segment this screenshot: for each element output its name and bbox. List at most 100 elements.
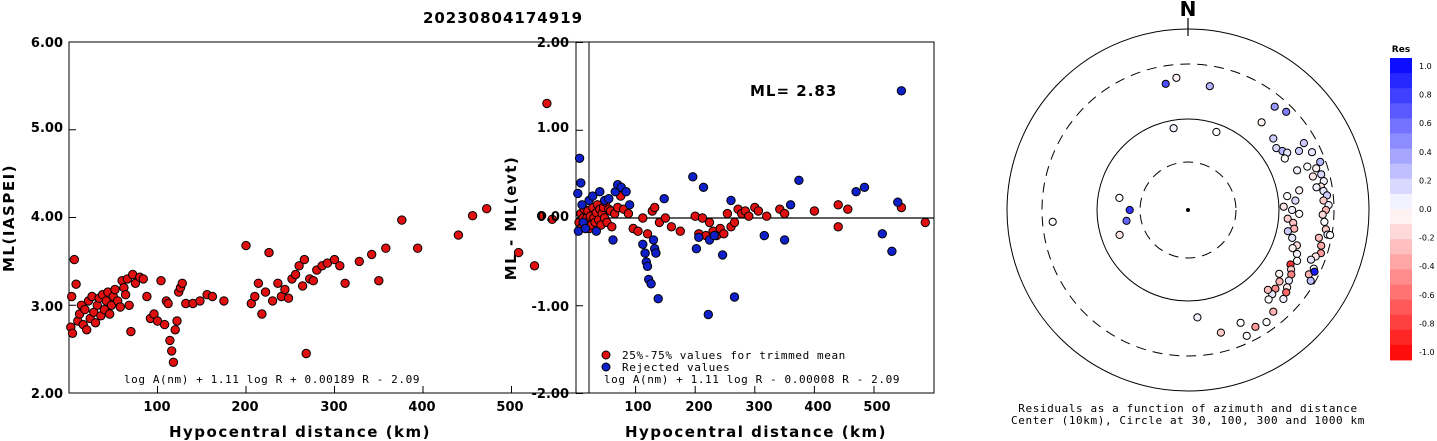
ml-yaxis-label: ML(IASPEI) — [0, 164, 18, 272]
polar-station-point — [1314, 233, 1324, 242]
colorbar-tick-label: -0.4 — [1419, 262, 1435, 271]
ml-data-point — [168, 357, 179, 367]
ml-data-point — [529, 261, 540, 271]
ml-data-point — [170, 325, 180, 335]
colorbar-cell — [1390, 299, 1412, 316]
ml-ytick-label: 5.00 — [31, 121, 63, 136]
ml-data-point — [172, 316, 182, 326]
colorbar-tick-label: -0.8 — [1419, 319, 1435, 328]
res-xtick-label: 400 — [804, 400, 831, 415]
colorbar-tick-label: 0.2 — [1419, 176, 1432, 185]
ml-data-point — [195, 296, 205, 306]
residual-point-rejected — [703, 309, 713, 320]
polar-station-point — [1295, 186, 1304, 195]
residual-point-trimmed — [607, 222, 617, 232]
residual-point-trimmed — [833, 222, 843, 232]
ml-data-point — [453, 230, 464, 240]
polar-station-point — [1312, 183, 1321, 192]
polar-station-point — [1307, 148, 1317, 157]
ml-data-point — [513, 247, 524, 258]
res-xtick-label: 200 — [685, 400, 712, 415]
polar-station-point — [1161, 79, 1170, 88]
polar-station-point — [1317, 241, 1326, 250]
residual-point-rejected — [621, 187, 631, 197]
north-label: N — [1180, 0, 1197, 21]
ml-data-point — [159, 319, 170, 330]
colorbar-cell — [1390, 193, 1412, 210]
residual-point-rejected — [691, 244, 702, 254]
ml-data-point — [367, 249, 377, 260]
polar-station-point — [1269, 134, 1278, 143]
ml-data-point — [124, 300, 134, 310]
polar-station-point — [1283, 227, 1293, 236]
ml-data-point — [542, 98, 552, 109]
ml-ytick-label: 2.00 — [31, 387, 63, 402]
ml-data-point — [260, 287, 271, 297]
ml-data-point — [467, 211, 478, 221]
residual-point-rejected — [574, 153, 585, 164]
residual-point-rejected — [851, 187, 861, 197]
polar-station-point — [1205, 82, 1214, 91]
polar-station-point — [1172, 73, 1181, 82]
ring-30km — [1139, 161, 1237, 259]
residual-point-trimmed — [675, 226, 685, 236]
residual-point-rejected — [646, 279, 656, 289]
polar-station-point — [1292, 249, 1302, 259]
residual-point-rejected — [591, 226, 601, 236]
colorbar-cell — [1390, 58, 1412, 74]
polar-station-point — [1282, 107, 1291, 116]
ml-data-point — [156, 276, 166, 286]
res-ytick-label: -1.00 — [532, 300, 569, 315]
residual-point-rejected — [877, 229, 887, 239]
ml-data-point — [165, 335, 175, 346]
residual-point-trimmed — [762, 211, 772, 221]
residual-plot-marks — [573, 42, 930, 394]
residual-point-rejected — [659, 194, 669, 204]
polar-station-point — [1312, 164, 1321, 173]
ml-data-point — [547, 214, 557, 225]
ml-data-point — [110, 284, 120, 295]
res-yaxis-label: ML - ML(evt) — [502, 156, 520, 280]
residual-point-rejected — [624, 200, 635, 210]
ml-xtick-label: 400 — [408, 400, 435, 415]
residual-point-trimmed — [704, 217, 715, 228]
ml-data-point — [138, 274, 149, 284]
polar-station-point — [1306, 276, 1315, 285]
polar-station-point — [1275, 277, 1284, 286]
polar-marks — [1048, 73, 1335, 340]
polar-station-point — [1317, 170, 1326, 179]
ml-data-point — [536, 211, 547, 221]
residual-point-rejected — [893, 197, 903, 207]
colorbar-tick-label: 0.0 — [1419, 205, 1432, 214]
ml-xtick-label: 500 — [496, 400, 523, 415]
ml-data-point — [329, 254, 340, 265]
polar-station-point — [1319, 196, 1328, 205]
residual-point-trimmed — [638, 213, 648, 223]
polar-caption-line1: Residuals as a function of azimuth and d… — [1018, 402, 1357, 415]
ml-data-point — [297, 281, 308, 291]
ml-data-point — [80, 304, 90, 315]
residual-point-rejected — [794, 175, 804, 186]
ml-data-point — [340, 278, 350, 288]
polar-station-point — [1193, 313, 1202, 322]
event-id-title: 20230804174919 — [423, 9, 583, 27]
epicenter-marker — [1186, 208, 1190, 212]
polar-station-point — [1263, 285, 1273, 294]
legend-marker-rejected — [601, 362, 611, 372]
residual-point-trimmed — [666, 222, 677, 232]
colorbar-title: Res — [1392, 45, 1410, 55]
polar-station-point — [1125, 205, 1134, 215]
ml-data-point — [381, 243, 391, 253]
ml-data-point — [253, 278, 264, 288]
residual-point-rejected — [887, 246, 897, 257]
polar-station-point — [1306, 255, 1316, 264]
polar-station-point — [1262, 318, 1271, 327]
residual-vs-distance-panel: 2.00 1.00 0.00 -1.00 -2.00 100 200 300 4… — [502, 36, 935, 441]
ml-vs-distance-panel: 6.00 5.00 4.00 3.00 2.00 100 200 300 400… — [0, 36, 593, 441]
residual-point-rejected — [608, 235, 618, 245]
residual-point-rejected — [648, 235, 659, 245]
residual-point-trimmed — [779, 208, 790, 219]
colorbar-cell — [1390, 118, 1412, 134]
colorbar-cell — [1390, 148, 1412, 165]
